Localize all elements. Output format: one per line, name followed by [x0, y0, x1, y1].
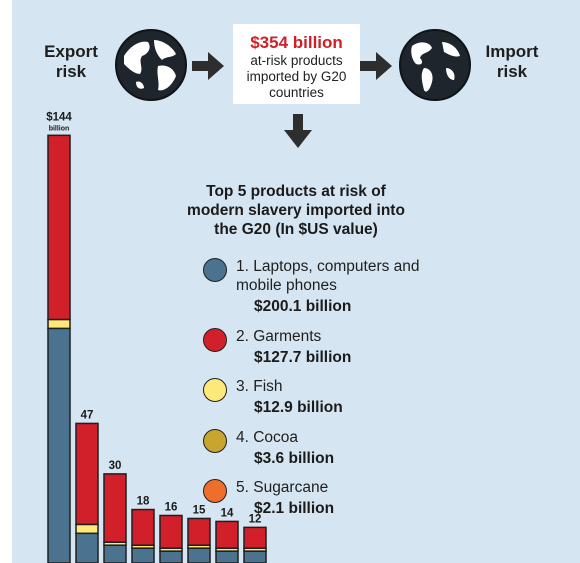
bar-segment — [131, 547, 155, 563]
legend-dot-laptops — [203, 258, 227, 282]
bar-value-label: $144 — [46, 111, 72, 123]
globe-export-icon — [115, 29, 187, 101]
legend-amount: $200.1 billion — [254, 298, 352, 315]
bar-segment — [215, 520, 239, 549]
bar-segment — [159, 514, 183, 549]
legend-amount: $2.1 billion — [254, 500, 335, 517]
bar-value-label: 30 — [109, 460, 122, 472]
chart-bars — [47, 134, 267, 563]
total-value: $354 billion — [250, 33, 343, 52]
legend-name: 3. Fish — [236, 378, 283, 395]
arrow-right-icon — [192, 52, 224, 80]
bar-segment — [47, 327, 71, 563]
bar-unit-label: billion — [49, 125, 70, 132]
export-risk-label: Export risk — [44, 42, 98, 81]
import-risk-label: Import risk — [485, 42, 539, 81]
bar-value-label: 12 — [249, 513, 262, 525]
bar-segment — [75, 532, 99, 563]
bar-segment — [187, 547, 211, 563]
bar-segment — [75, 523, 99, 535]
bar-segment — [187, 517, 211, 546]
bar-value-label: 18 — [137, 496, 150, 508]
legend-name: 1. Laptops, computers and mobile phones — [236, 258, 420, 294]
legend-name: 4. Cocoa — [236, 429, 299, 446]
arrow-down-icon — [284, 114, 312, 148]
legend-name: 5. Sugarcane — [236, 479, 329, 496]
bar-segment — [75, 422, 99, 526]
total-description: at-risk products imported by G20 countri… — [246, 53, 347, 100]
legend-amount: $3.6 billion — [254, 450, 335, 467]
bar-value-label: 14 — [221, 507, 234, 519]
bar-segment — [103, 544, 127, 563]
legend-dot-sugarcane — [203, 479, 227, 503]
legend-dot-garments — [203, 328, 227, 352]
legend-amount: $12.9 billion — [254, 399, 343, 416]
legend-amount: $127.7 billion — [254, 349, 352, 366]
chart-bar-labels: $144 billion 47 30 18 16 15 14 12 — [46, 111, 261, 525]
bar-segment — [131, 508, 155, 546]
bar-segment — [159, 550, 183, 563]
globe-import-icon — [399, 29, 471, 101]
legend-name: 2. Garments — [236, 328, 322, 345]
legend-dot-fish — [203, 378, 227, 402]
legend-title: Top 5 products at risk of modern slavery… — [187, 183, 405, 238]
bar-segment — [215, 550, 239, 563]
arrow-right-icon — [360, 52, 392, 80]
bar-segment — [47, 134, 71, 321]
bar-segment — [103, 473, 127, 543]
total-imports-box: $354 billion at-risk products imported b… — [233, 24, 360, 104]
legend-dot-cocoa — [203, 429, 227, 453]
bar-segment — [243, 550, 267, 563]
bar-value-label: 15 — [193, 504, 206, 516]
bar-value-label: 47 — [81, 409, 94, 421]
bar-segment — [47, 318, 71, 330]
bar-segment — [243, 526, 267, 549]
bar-value-label: 16 — [165, 501, 178, 513]
